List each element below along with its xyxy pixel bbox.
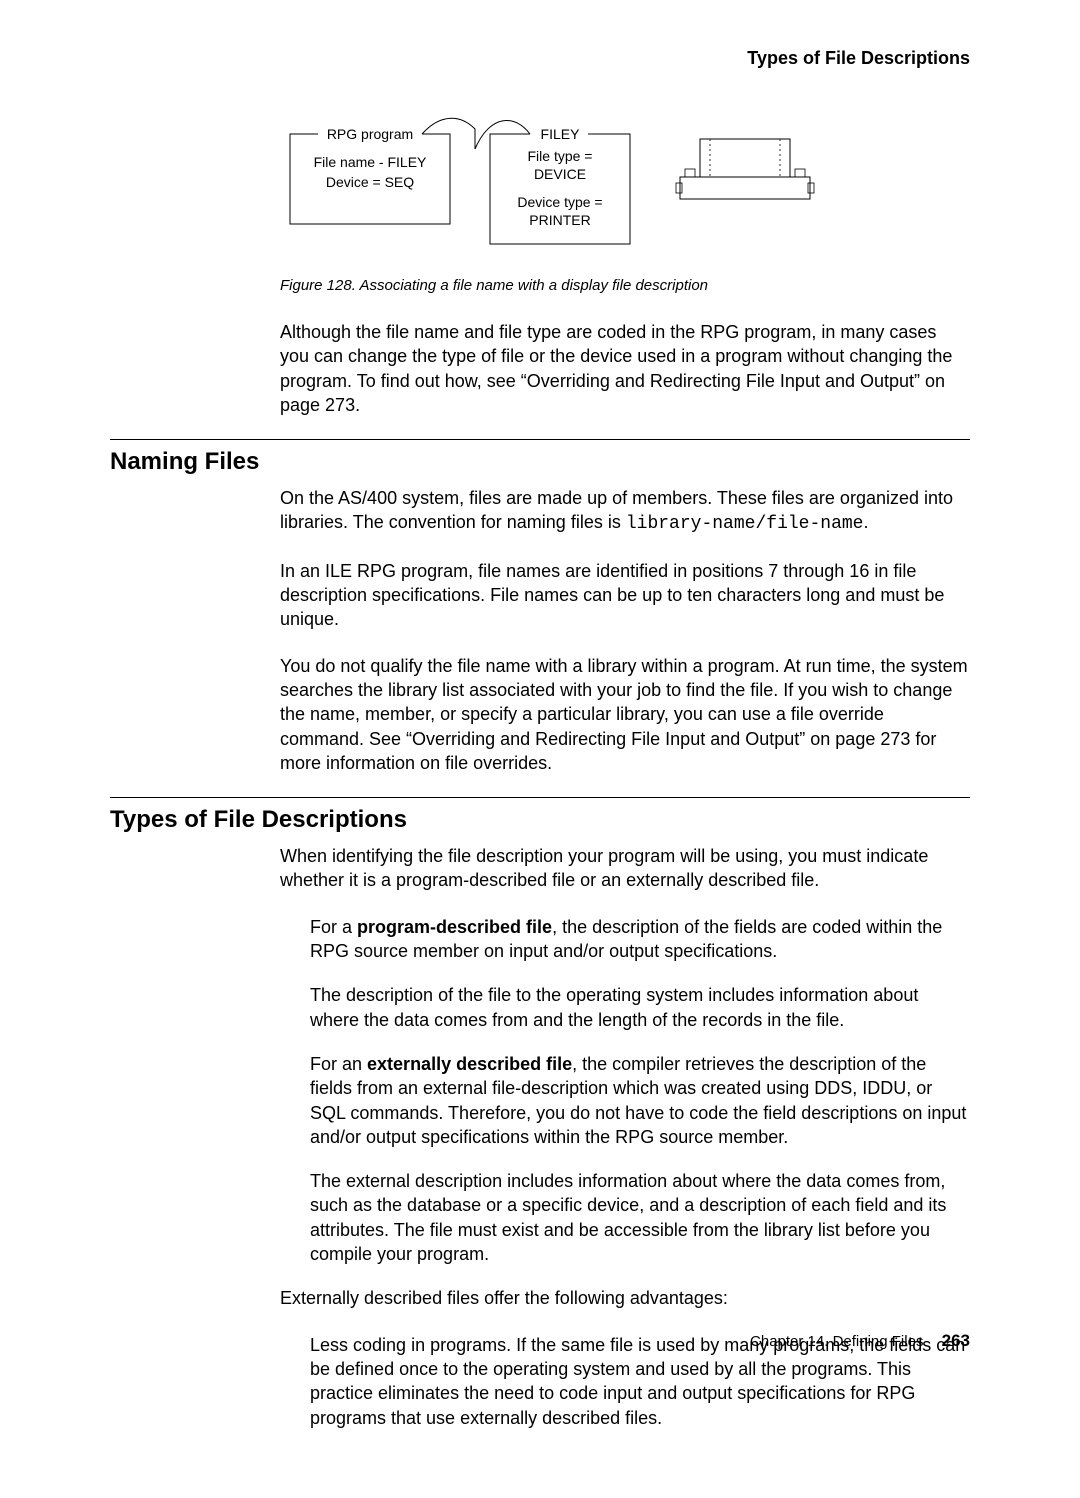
- figure-128: RPG program File name - FILEY Device = S…: [280, 109, 970, 259]
- printer-icon: [676, 139, 814, 199]
- footer-chapter: Chapter 14. Defining Files: [750, 1333, 923, 1350]
- types-b1-pre: For a: [310, 917, 357, 937]
- section-title-naming-files: Naming Files: [110, 448, 970, 476]
- figure-svg: RPG program File name - FILEY Device = S…: [280, 109, 860, 259]
- fig-right-line3: Device type =: [517, 194, 602, 210]
- types-b3-bold: externally described file: [367, 1054, 572, 1074]
- fig-right-line1: File type =: [528, 148, 593, 164]
- paragraph-after-figure: Although the file name and file type are…: [280, 320, 970, 417]
- section-rule-2: [110, 797, 970, 798]
- types-bullet-2: The description of the file to the opera…: [310, 983, 970, 1032]
- types-p1: When identifying the file description yo…: [280, 844, 970, 893]
- naming-files-p1-mono: library-name/file-name: [626, 514, 864, 534]
- fig-left-line1: File name - FILEY: [314, 154, 427, 170]
- naming-files-p1-suffix: .: [863, 512, 868, 532]
- naming-files-p2: In an ILE RPG program, file names are id…: [280, 559, 970, 632]
- section-title-types: Types of File Descriptions: [110, 806, 970, 834]
- page-footer: Chapter 14. Defining Files 263: [750, 1331, 970, 1351]
- types-p2: Externally described files offer the fol…: [280, 1286, 970, 1310]
- running-header: Types of File Descriptions: [110, 48, 970, 69]
- types-bullet-3: For an externally described file, the co…: [310, 1052, 970, 1149]
- page-container: Types of File Descriptions RPG program F…: [0, 0, 1080, 1498]
- fig-right-line4: PRINTER: [529, 212, 590, 228]
- types-bullet-4: The external description includes inform…: [310, 1169, 970, 1266]
- types-bullet-1: For a program-described file, the descri…: [310, 915, 970, 964]
- footer-page-number: 263: [942, 1331, 970, 1350]
- section-rule-1: [110, 439, 970, 440]
- types-b1-bold: program-described file: [357, 917, 552, 937]
- fig-right-line2: DEVICE: [534, 166, 586, 182]
- fig-right-title: FILEY: [541, 126, 581, 142]
- figure-caption: Figure 128. Associating a file name with…: [280, 277, 970, 294]
- naming-files-p1: On the AS/400 system, files are made up …: [280, 486, 970, 537]
- fig-left-line2: Device = SEQ: [326, 174, 414, 190]
- naming-files-p3: You do not qualify the file name with a …: [280, 654, 970, 775]
- fig-left-title: RPG program: [327, 126, 413, 142]
- types-b3-pre: For an: [310, 1054, 367, 1074]
